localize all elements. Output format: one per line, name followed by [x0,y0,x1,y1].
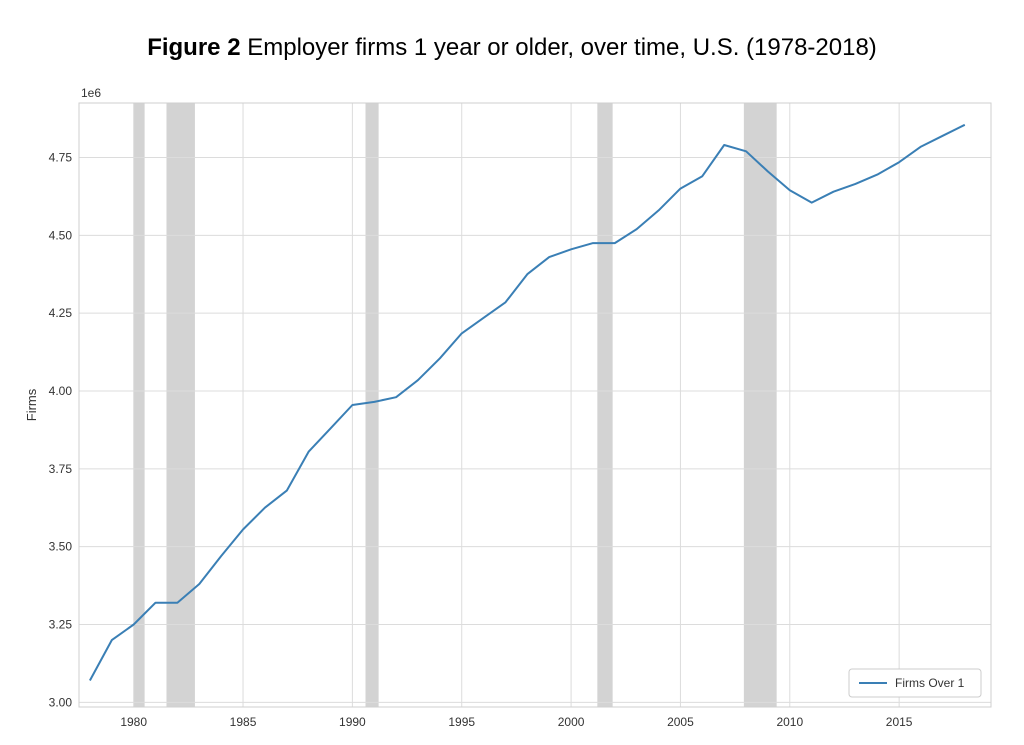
recession-band [597,103,613,707]
y-tick-label: 3.00 [49,695,73,709]
figure-title-prefix: Figure 2 [147,34,241,61]
recession-band [365,103,379,707]
series-line [89,123,966,681]
legend-label: Firms Over 1 [895,676,965,690]
y-tick-label: 3.25 [49,617,73,631]
figure-title: Figure 2 Employer firms 1 year or older,… [0,34,1024,62]
x-tick-label: 2005 [667,715,694,729]
recession-band [743,103,777,707]
x-tick-label: 1985 [230,715,257,729]
y-tick-labels: 3.00 3.25 3.50 3.75 4.00 4.25 4.50 4.75 [49,150,73,709]
series-layer [89,123,966,681]
recession-band [166,103,195,707]
x-tick-label: 1980 [120,715,147,729]
x-tick-label: 2000 [558,715,585,729]
x-tick-label: 2010 [776,715,803,729]
x-tick-label: 1995 [448,715,475,729]
y-tick-label: 4.00 [49,384,73,398]
figure-title-text: Employer firms 1 year or older, over tim… [247,34,877,61]
y-offset-label: 1e6 [81,86,101,100]
grid-lines [79,103,991,707]
legend: Firms Over 1 [848,668,982,698]
legend-box [848,668,982,698]
plot-frame [78,102,992,708]
y-tick-label: 4.25 [49,306,73,320]
y-axis-label: Firms [24,388,39,421]
y-tick-label: 3.75 [49,462,73,476]
x-tick-label: 2015 [886,715,913,729]
recession-band [133,103,145,707]
y-tick-label: 3.50 [49,540,73,554]
y-tick-label: 4.75 [49,150,73,164]
x-tick-label: 1990 [339,715,366,729]
y-tick-label: 4.50 [49,228,73,242]
recession-bands [133,103,777,707]
x-tick-labels: 1980 1985 1990 1995 2000 2005 2010 2015 [120,715,912,729]
